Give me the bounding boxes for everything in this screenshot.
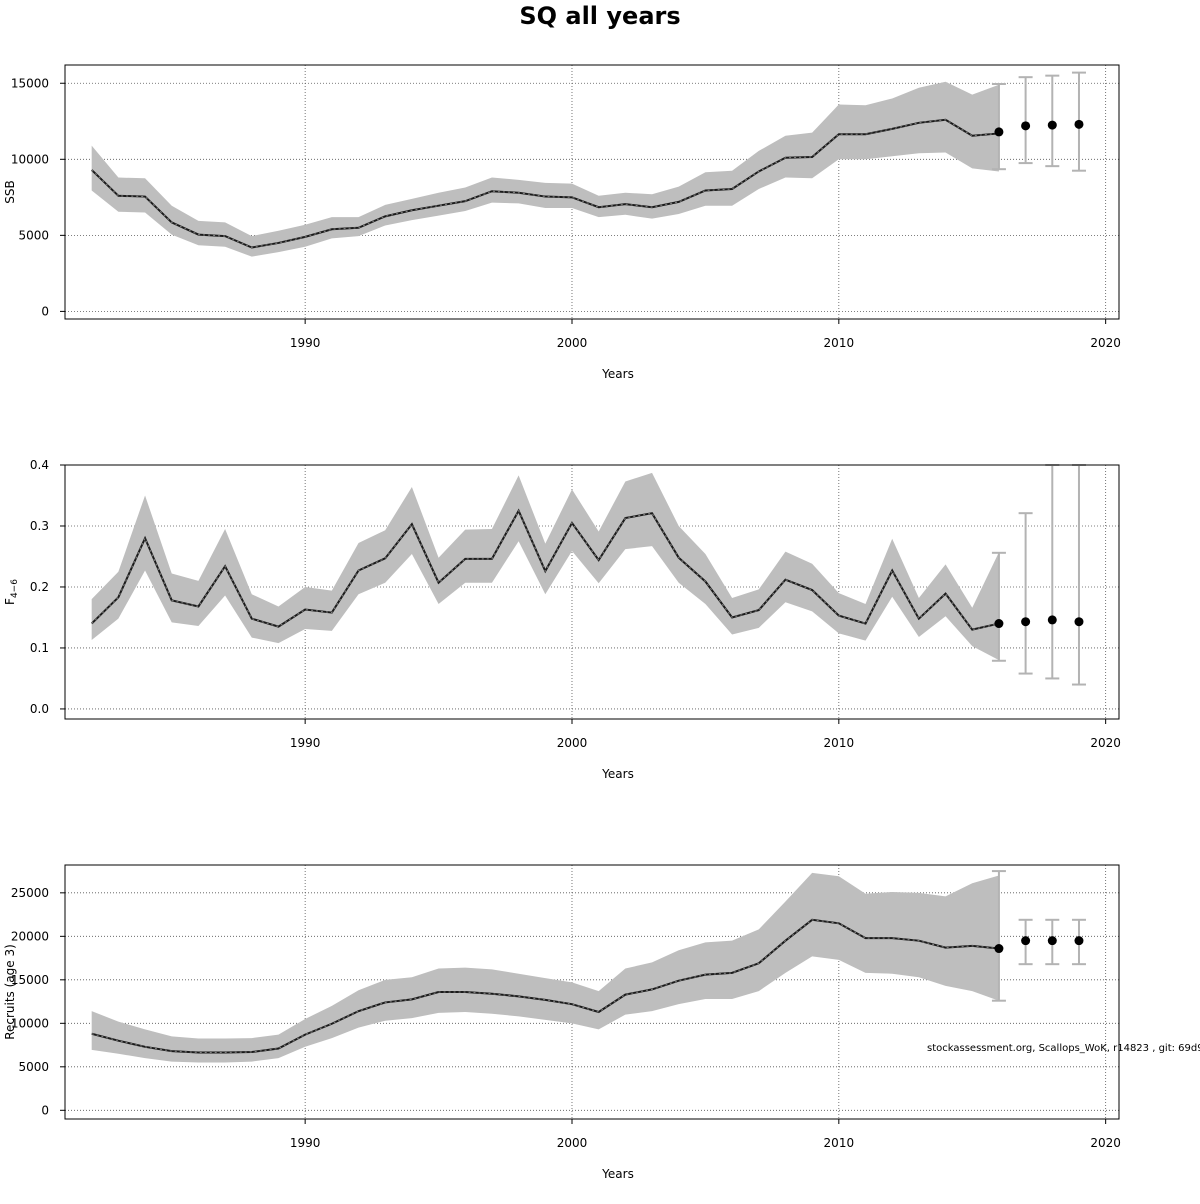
x-axis-title: Years (601, 367, 634, 381)
confidence-band (91, 81, 999, 257)
plot-frame (64, 64, 1120, 320)
y-tick-label: 0.0 (30, 702, 49, 716)
confidence-band (91, 872, 999, 1063)
forecast-point (1021, 936, 1031, 946)
chart-title: SQ all years (519, 2, 680, 30)
footnote: stockassessment.org, Scallops_WoK, r1482… (927, 1043, 1200, 1054)
panel-fbar: 1990 2000 2010 2020 0.0 0.1 0.2 0.3 0.4 Years F4−6 (3, 458, 1121, 781)
y-axis-title: SSB (3, 180, 17, 203)
y-tick-label: 10000 (11, 152, 49, 166)
x-tick-label: 2000 (557, 336, 588, 350)
forecast-point (1021, 617, 1031, 627)
x-tick-label: 1990 (290, 736, 321, 750)
y-tick-label: 25000 (11, 886, 49, 900)
x-tick-label: 2020 (1090, 336, 1121, 350)
forecast-point (1074, 936, 1084, 946)
forecast-point (1074, 119, 1084, 129)
plot-frame (64, 464, 1120, 720)
x-tick-label: 1990 (290, 1136, 321, 1150)
forecast-point (994, 944, 1004, 954)
estimate-line-dots (91, 509, 1000, 631)
y-tick-label: 15000 (11, 973, 49, 987)
y-axis-title: F4−6 (3, 579, 20, 605)
panel-ssb: 1990 2000 2010 2020 0 5000 10000 15000 Years SSB (3, 64, 1121, 381)
x-tick-label: 2010 (824, 1136, 855, 1150)
x-axis-title: Years (601, 1167, 634, 1181)
confidence-band (91, 472, 999, 661)
y-tick-label: 0.1 (30, 641, 49, 655)
y-tick-label: 0 (41, 1103, 49, 1117)
y-tick-label: 0.2 (30, 580, 49, 594)
x-tick-label: 2020 (1090, 1136, 1121, 1150)
y-tick-label: 5000 (18, 228, 49, 242)
forecast-point (1021, 121, 1031, 131)
estimate-line (91, 918, 1000, 1054)
forecast-point (994, 127, 1004, 137)
plot-frame (64, 864, 1120, 1120)
y-tick-label: 10000 (11, 1016, 49, 1030)
forecast-point (1047, 615, 1057, 625)
estimate-line-dots (91, 119, 999, 249)
y-tick-label: 0.3 (30, 519, 49, 533)
x-tick-label: 2010 (824, 736, 855, 750)
forecast-point (1074, 617, 1084, 627)
x-tick-label: 2000 (557, 1136, 588, 1150)
x-axis-title: Years (601, 767, 634, 781)
forecast-point (1047, 120, 1057, 130)
y-tick-label: 0.4 (30, 458, 49, 472)
x-tick-label: 2010 (824, 336, 855, 350)
x-tick-label: 2000 (557, 736, 588, 750)
x-tick-label: 2020 (1090, 736, 1121, 750)
panel-recruits: 1990 2000 2010 2020 0 5000 10000 15000 20000 2500… (3, 864, 1121, 1181)
forecast-point (994, 619, 1004, 629)
y-tick-label: 5000 (18, 1060, 49, 1074)
y-tick-label: 20000 (11, 929, 49, 943)
x-tick-label: 1990 (290, 336, 321, 350)
y-axis-title: Recruits (age 3) (3, 944, 17, 1040)
y-tick-label: 15000 (11, 76, 49, 90)
y-tick-label: 0 (41, 304, 49, 318)
forecast-point (1047, 936, 1057, 946)
